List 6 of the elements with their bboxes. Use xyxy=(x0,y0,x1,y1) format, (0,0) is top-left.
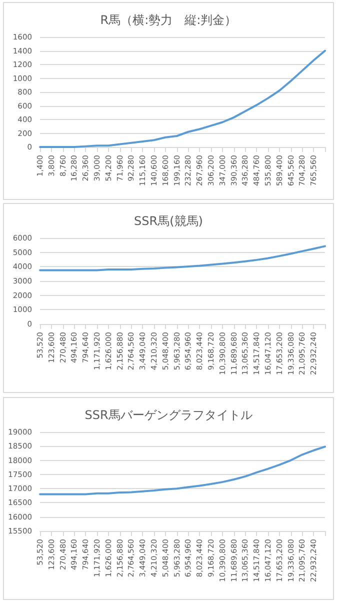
chart-title: R馬（横:勢力 縦:判金） xyxy=(100,13,237,27)
line-series xyxy=(39,245,326,272)
chart-title: SSR馬(競馬) xyxy=(134,214,203,228)
line-series xyxy=(39,446,326,496)
line-series xyxy=(39,50,326,148)
chart-title: SSR馬バーゲングラフタイトル xyxy=(84,408,252,422)
